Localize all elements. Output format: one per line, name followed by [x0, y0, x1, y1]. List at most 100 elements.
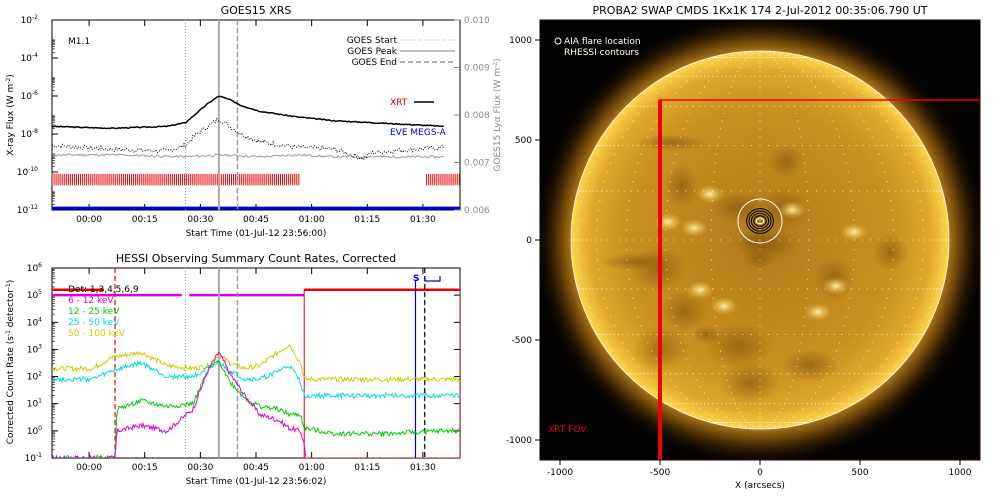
grid-dot	[886, 120, 888, 122]
grid-dot	[948, 249, 950, 251]
grid-dot	[664, 373, 667, 375]
grid-dot	[907, 128, 909, 130]
grid-dot	[612, 239, 614, 241]
grid-dot	[630, 190, 632, 192]
grid-dot	[576, 288, 578, 290]
grid-dot	[838, 86, 840, 88]
grid-dot	[685, 333, 687, 336]
grid-dot	[759, 373, 761, 375]
grid-dot	[603, 144, 605, 147]
grid-dot	[673, 407, 675, 409]
grid-dot	[759, 86, 761, 88]
grid-dot	[789, 239, 791, 241]
grid-dot	[881, 105, 883, 107]
grid-dot	[906, 239, 908, 241]
grid-dot	[652, 86, 654, 88]
grid-dot	[767, 426, 769, 428]
goes-ylabel-sup: -2	[5, 78, 12, 84]
grid-dot	[664, 403, 667, 405]
hessi-y-tick-label-base: 10	[27, 318, 39, 328]
grid-dot	[917, 333, 919, 336]
label-eve: EVE MEGS-A	[390, 128, 447, 138]
grid-dot	[591, 325, 593, 327]
grid-dot	[728, 386, 730, 388]
grid-dot	[754, 51, 756, 53]
grid-dot	[939, 288, 941, 290]
grid-dot	[700, 415, 702, 417]
grid-dot	[773, 105, 775, 107]
grid-dot	[845, 162, 847, 164]
grid-dot	[741, 56, 744, 58]
legend-50-100-kev: 50 - 100 keV	[68, 329, 126, 339]
grid-dot	[680, 403, 682, 405]
grid-dot	[896, 136, 898, 138]
grid-dot	[648, 86, 650, 88]
hessi-y-tick-label: 105	[27, 289, 42, 301]
grid-dot	[767, 422, 769, 424]
grid-dot	[675, 92, 677, 94]
grid-dot	[737, 407, 739, 409]
grid-dot	[866, 288, 868, 290]
grid-dot	[759, 269, 761, 271]
grid-dot	[741, 422, 744, 424]
grid-dot	[881, 316, 883, 318]
grid-dot	[939, 190, 941, 192]
grid-dot	[759, 229, 761, 231]
grid-dot	[589, 307, 591, 309]
grid-dot	[617, 120, 619, 122]
grid-dot	[673, 71, 675, 73]
grid-dot	[705, 66, 707, 68]
grid-dot	[926, 288, 928, 290]
goes-y-tick-label-base: 10	[17, 168, 29, 178]
hessi-x-tick-label: 00:45	[243, 463, 269, 473]
grid-dot	[944, 239, 946, 241]
grid-dot	[603, 181, 605, 183]
grid-dot	[875, 333, 877, 336]
aia-flare-location-marker	[737, 198, 783, 244]
grid-dot	[899, 112, 902, 115]
grid-dot	[832, 80, 834, 83]
grid-dot	[592, 162, 594, 164]
grid-dot	[886, 181, 888, 183]
grid-dot	[926, 316, 928, 318]
grid-dot	[628, 278, 630, 280]
grid-dot	[630, 288, 632, 290]
grid-dot	[700, 144, 702, 147]
grid-dot	[601, 333, 603, 336]
grid-dot	[759, 181, 761, 183]
grid-dot	[820, 71, 822, 73]
grid-dot	[853, 373, 856, 375]
goes-y2-tick-label: 0.009	[464, 64, 490, 74]
grid-dot	[710, 239, 712, 241]
grid-dot	[721, 120, 723, 122]
grid-dot	[730, 288, 732, 290]
coronal-hole-region	[659, 291, 708, 332]
grid-dot	[759, 426, 761, 428]
grid-dot	[895, 288, 897, 290]
grid-dot	[862, 92, 864, 94]
grid-dot	[707, 75, 710, 77]
grid-dot	[738, 52, 740, 54]
goes-y2-tick-label: 0.008	[464, 111, 490, 121]
grid-dot	[640, 373, 642, 375]
grid-dot	[926, 190, 928, 192]
grid-dot	[737, 422, 739, 424]
grid-dot	[893, 373, 895, 375]
grid-dot	[779, 66, 781, 68]
hessi-title: HESSI Observing Summary Count Rates, Cor…	[116, 252, 396, 265]
grid-dot	[858, 105, 860, 107]
grid-dot	[744, 75, 746, 77]
grid-dot	[847, 403, 849, 405]
grid-dot	[759, 424, 761, 426]
grid-dot	[617, 358, 619, 360]
grid-dot	[754, 75, 756, 77]
grid-dot	[814, 392, 817, 394]
grid-dot	[807, 105, 809, 107]
grid-dot	[927, 325, 929, 327]
grid-dot	[824, 415, 826, 417]
grid-dot	[849, 75, 851, 77]
grid-dot	[663, 144, 665, 147]
hessi-x-tick-label: 00:00	[76, 463, 102, 473]
grid-dot	[652, 190, 654, 192]
grid-dot	[640, 386, 642, 388]
